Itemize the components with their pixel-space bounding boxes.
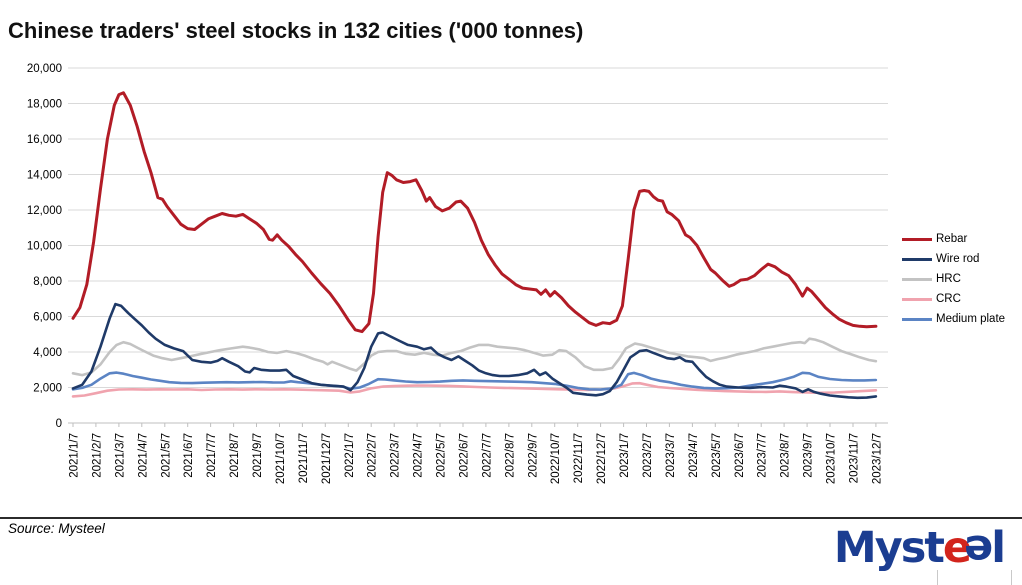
x-tick-label: 2022/11/7 bbox=[573, 433, 585, 483]
x-tick-label: 2021/4/7 bbox=[137, 433, 149, 478]
legend-label: Rebar bbox=[936, 233, 968, 245]
x-tick-label: 2021/2/7 bbox=[91, 433, 103, 478]
x-tick-label: 2021/12/7 bbox=[321, 433, 333, 484]
x-tick-label: 2023/8/7 bbox=[780, 433, 792, 478]
chart-canvas: 0 2,000 4,000 6,000 8,000 10,000 12,000 14,000 1… bbox=[27, 63, 888, 484]
border-artifact-line bbox=[1011, 570, 1012, 585]
x-tick-label: 2022/1/7 bbox=[344, 433, 356, 478]
y-tick-label: 20,000 bbox=[27, 63, 62, 75]
y-tick-label: 10,000 bbox=[27, 241, 62, 253]
source-note: Source: Mysteel bbox=[8, 521, 105, 536]
logo-text-prefix: Myst bbox=[833, 523, 945, 573]
x-tick-label: 2023/10/7 bbox=[826, 433, 838, 484]
legend-label: HRC bbox=[936, 273, 961, 285]
logo-text-suffix: l bbox=[991, 523, 1006, 573]
legend-item-hrc: HRC bbox=[902, 269, 1005, 289]
x-tick-label: 2021/11/7 bbox=[298, 433, 310, 483]
legend-swatch-wire-rod bbox=[902, 257, 932, 261]
chart-title: Chinese traders' steel stocks in 132 cit… bbox=[8, 18, 584, 43]
x-tick-label: 2023/6/7 bbox=[734, 433, 746, 478]
x-tick-label: 2022/2/7 bbox=[367, 433, 379, 478]
legend-label: Medium plate bbox=[936, 313, 1006, 325]
legend-label: Wire rod bbox=[936, 253, 980, 265]
legend-swatch-hrc bbox=[902, 277, 932, 281]
x-tick-label: 2023/5/7 bbox=[711, 433, 723, 478]
x-tick-label: 2021/6/7 bbox=[183, 433, 195, 478]
y-tick-label: 0 bbox=[56, 418, 62, 430]
x-tick-label: 2022/3/7 bbox=[390, 433, 402, 478]
x-tick-label: 2023/7/7 bbox=[757, 433, 769, 478]
legend-swatch-medium-plate bbox=[902, 317, 932, 321]
legend-item-crc: CRC bbox=[902, 289, 1005, 309]
logo-letter-e-red: e bbox=[942, 523, 972, 573]
y-tick-label: 12,000 bbox=[27, 205, 62, 217]
x-tick-label: 2023/1/7 bbox=[619, 433, 631, 478]
x-tick-label: 2021/3/7 bbox=[114, 433, 126, 478]
legend-item-medium-plate: Medium plate bbox=[902, 309, 1005, 329]
x-tick-label: 2021/8/7 bbox=[229, 433, 241, 478]
x-tick-label: 2023/9/7 bbox=[803, 433, 815, 478]
x-tick-label: 2022/12/7 bbox=[596, 433, 608, 484]
y-tick-label: 4,000 bbox=[33, 347, 62, 359]
x-tick-label: 2021/10/7 bbox=[275, 433, 287, 484]
legend-swatch-crc bbox=[902, 297, 932, 301]
x-tick-label: 2021/7/7 bbox=[206, 433, 218, 478]
y-tick-label: 16,000 bbox=[27, 134, 62, 146]
x-tick-label: 2022/4/7 bbox=[413, 433, 425, 478]
x-tick-label: 2023/3/7 bbox=[665, 433, 677, 478]
series-line-rebar bbox=[71, 91, 878, 334]
y-tick-label: 18,000 bbox=[27, 99, 62, 111]
x-tick-label: 2023/11/7 bbox=[849, 433, 861, 483]
series-line-wire-rod bbox=[71, 302, 878, 400]
y-tick-label: 8,000 bbox=[33, 276, 62, 288]
legend-label: CRC bbox=[936, 293, 961, 305]
y-tick-label: 2,000 bbox=[33, 383, 62, 395]
x-tick-label: 2022/7/7 bbox=[481, 433, 493, 478]
series-line-crc bbox=[71, 381, 878, 398]
y-tick-label: 14,000 bbox=[27, 170, 62, 182]
x-tick-label: 2022/9/7 bbox=[527, 433, 539, 478]
logo-letter-e-flipped: e bbox=[966, 525, 994, 575]
x-tick-label: 2022/5/7 bbox=[436, 433, 448, 478]
footer-divider bbox=[0, 517, 1022, 519]
x-tick-label: 2021/9/7 bbox=[252, 433, 264, 478]
x-tick-label: 2023/4/7 bbox=[688, 433, 700, 478]
plot-area: 0 2,000 4,000 6,000 8,000 10,000 12,000 14,000 1… bbox=[27, 63, 888, 484]
x-tick-label: 2023/2/7 bbox=[642, 433, 654, 478]
legend-item-wire-rod: Wire rod bbox=[902, 249, 1005, 269]
x-tick-label: 2022/10/7 bbox=[550, 433, 562, 484]
series-line-hrc bbox=[71, 337, 878, 377]
x-tick-label: 2023/12/7 bbox=[871, 433, 883, 484]
legend-swatch-rebar bbox=[902, 237, 932, 241]
x-tick-label: 2022/8/7 bbox=[504, 433, 516, 478]
legend-item-rebar: Rebar bbox=[902, 229, 1005, 249]
x-tick-label: 2021/1/7 bbox=[69, 433, 81, 478]
x-tick-label: 2022/6/7 bbox=[459, 433, 471, 478]
mysteel-logo: Mysteel bbox=[833, 523, 1006, 575]
y-tick-label: 6,000 bbox=[33, 312, 62, 324]
border-artifact-line bbox=[937, 570, 938, 585]
legend: Rebar Wire rod HRC CRC Medium plate bbox=[902, 229, 1005, 329]
x-tick-label: 2021/5/7 bbox=[160, 433, 172, 478]
